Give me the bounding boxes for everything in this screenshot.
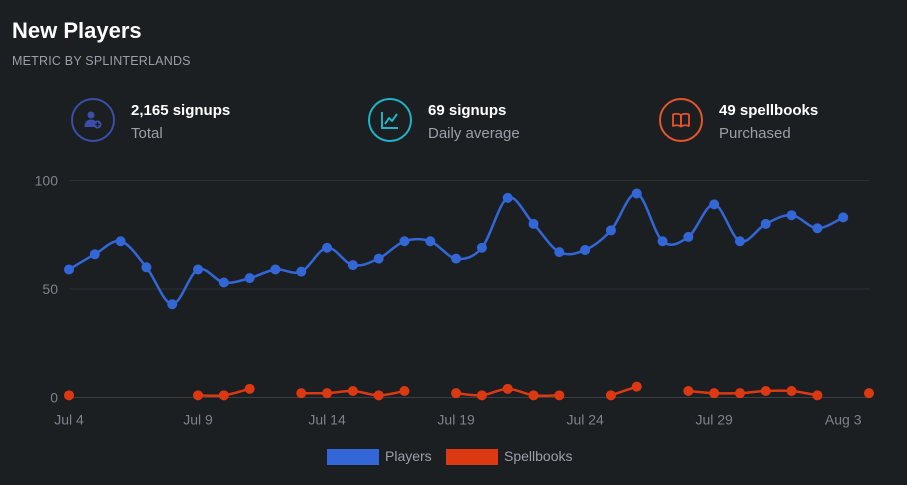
data-point-players [554, 247, 565, 258]
data-point-spellbooks [476, 390, 487, 401]
data-point-spellbooks [734, 388, 745, 399]
data-point-spellbooks [631, 381, 642, 392]
page-subtitle: METRIC BY SPLINTERLANDS [12, 54, 191, 68]
chart-legend: Players Spellbooks [0, 447, 907, 467]
data-point-players [425, 236, 436, 247]
book-icon [672, 112, 690, 128]
data-point-players [451, 253, 462, 264]
data-point-players [347, 260, 358, 271]
data-point-players [528, 218, 539, 229]
data-point-players [734, 236, 745, 247]
data-point-players [760, 218, 771, 229]
line-chart: 0 50 100 Jul 4 Jul 9 Jul 14 Jul 19 Jul 24 Jul 29… [35, 173, 874, 428]
data-point-players [502, 192, 513, 203]
data-point-spellbooks [709, 388, 720, 399]
stat-label: Purchased [719, 125, 791, 142]
y-tick-label: 0 [50, 390, 58, 406]
data-point-players [115, 236, 126, 247]
data-point-spellbooks [373, 390, 384, 401]
data-point-spellbooks [347, 385, 358, 396]
x-tick-label: Jul 19 [437, 412, 475, 428]
data-point-spellbooks [760, 385, 771, 396]
data-point-players [167, 299, 178, 310]
data-point-spellbooks [554, 390, 565, 401]
data-point-players [631, 188, 642, 199]
data-point-players [683, 231, 694, 242]
data-point-spellbooks [451, 388, 462, 399]
data-point-players [89, 249, 100, 260]
data-point-players [476, 242, 487, 253]
data-point-spellbooks [322, 388, 333, 399]
stat-icon-circle [71, 98, 115, 142]
user-plus-icon [84, 111, 102, 129]
data-point-players [270, 264, 281, 275]
legend-swatch-spellbooks [446, 449, 498, 465]
data-point-players [709, 199, 720, 210]
data-point-players [244, 273, 255, 284]
stat-label: Daily average [428, 125, 520, 142]
legend-label-spellbooks: Spellbooks [504, 448, 573, 464]
data-point-players [399, 236, 410, 247]
data-point-spellbooks [193, 390, 204, 401]
series-line-spellbooks [688, 389, 818, 397]
data-point-players [193, 264, 204, 275]
data-point-spellbooks [244, 383, 255, 394]
data-point-players [373, 253, 384, 264]
series-line-players [68, 192, 844, 306]
data-point-spellbooks [786, 385, 797, 396]
data-point-players [580, 244, 591, 255]
data-point-players [812, 223, 823, 234]
data-point-players [296, 266, 307, 277]
stat-icon-circle [659, 98, 703, 142]
data-point-spellbooks [528, 390, 539, 401]
stat-value: 49 spellbooks [719, 102, 819, 119]
chart-line-icon [381, 112, 398, 129]
stat-value: 69 signups [428, 102, 507, 119]
stat-value: 2,165 signups [131, 102, 231, 119]
data-point-spellbooks [864, 388, 874, 399]
data-point-players [64, 264, 74, 275]
data-point-spellbooks [502, 383, 513, 394]
data-point-spellbooks [605, 390, 616, 401]
page-title: New Players [12, 18, 142, 43]
data-point-spellbooks [218, 390, 229, 401]
x-tick-label: Jul 14 [308, 412, 346, 428]
data-point-spellbooks [296, 388, 307, 399]
x-tick-label: Jul 9 [183, 412, 213, 428]
data-point-spellbooks [399, 385, 410, 396]
stat-label: Total [131, 125, 163, 142]
x-tick-label: Jul 24 [566, 412, 604, 428]
y-tick-label: 50 [42, 281, 58, 297]
y-tick-label: 100 [35, 173, 59, 189]
data-point-spellbooks [64, 390, 74, 401]
x-tick-label: Aug 3 [825, 412, 862, 428]
data-point-players [141, 262, 152, 273]
data-point-players [786, 210, 797, 221]
legend-swatch-players [327, 449, 379, 465]
data-point-players [605, 225, 616, 236]
data-point-players [218, 277, 229, 288]
data-point-players [657, 236, 668, 247]
data-point-spellbooks [812, 390, 823, 401]
data-point-players [838, 212, 849, 223]
x-tick-label: Jul 4 [54, 412, 84, 428]
x-tick-label: Jul 29 [695, 412, 733, 428]
legend-label-players: Players [385, 448, 432, 464]
stat-icon-circle [368, 98, 412, 142]
data-point-players [322, 242, 333, 253]
data-point-spellbooks [683, 385, 694, 396]
